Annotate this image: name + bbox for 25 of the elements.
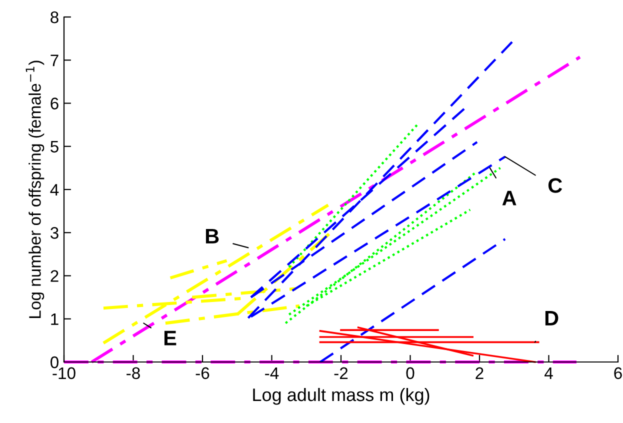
x-tick-label: -6 bbox=[196, 367, 210, 380]
x-tick-label: -2 bbox=[334, 367, 348, 379]
annotation: A bbox=[502, 190, 516, 206]
y-tick-label: 6 bbox=[50, 98, 58, 110]
y-tick-label: 7 bbox=[50, 54, 58, 66]
y-tick-label: 3 bbox=[50, 227, 58, 239]
annotation: B bbox=[206, 229, 219, 244]
y-tick-label: 0 bbox=[50, 356, 58, 368]
y-axis-title: Log number of offspring (female$^{−1}$) bbox=[26, 60, 44, 318]
x-axis-title: Log adult mass m (kg) bbox=[253, 388, 430, 405]
x-tick-label: 6 bbox=[614, 367, 622, 380]
y-tick-label: 1 bbox=[51, 313, 58, 325]
x-tick-label: -10 bbox=[52, 367, 76, 380]
y-tick-label: 8 bbox=[50, 11, 58, 24]
x-tick-label: -8 bbox=[126, 367, 140, 380]
x-tick-label: 4 bbox=[544, 367, 553, 379]
y-tick-label: 5 bbox=[50, 140, 58, 153]
x-tick-label: 0 bbox=[406, 367, 414, 380]
x-tick-label: -4 bbox=[265, 367, 279, 379]
x-tick-label: 2 bbox=[476, 367, 484, 379]
y-tick-label: 2 bbox=[50, 270, 58, 282]
annotation: D bbox=[545, 310, 558, 326]
annotation: C bbox=[548, 178, 562, 193]
y-tick-label: 4 bbox=[50, 184, 59, 196]
annotation: E bbox=[164, 330, 176, 346]
